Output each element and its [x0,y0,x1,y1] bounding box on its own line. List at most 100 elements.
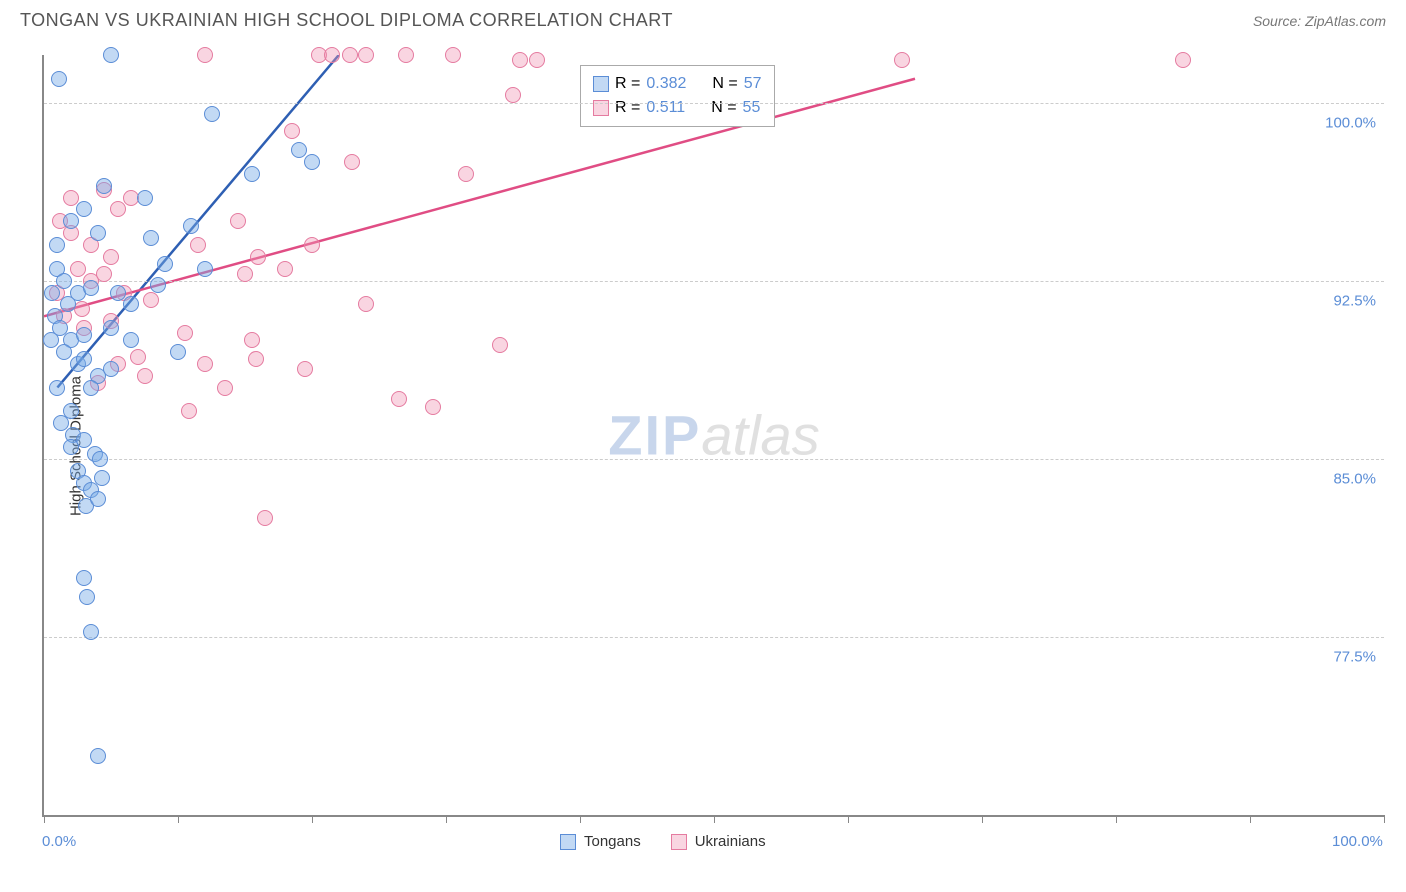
data-point [244,166,260,182]
data-point [197,47,213,63]
data-point [257,510,273,526]
data-point [63,190,79,206]
legend-stats-box: R = 0.382 N = 57 R = 0.511 N = 55 [580,65,775,127]
data-point [137,190,153,206]
data-point [204,106,220,122]
x-tick [580,815,581,823]
y-tick-label: 77.5% [1333,648,1376,665]
series2-n-value: 55 [743,96,761,120]
data-point [291,142,307,158]
series1-name: Tongans [584,833,641,850]
x-tick [848,815,849,823]
legend-item-1: Tongans [560,833,641,850]
data-point [398,47,414,63]
data-point [297,361,313,377]
data-point [894,52,910,68]
data-point [43,332,59,348]
x-tick [1250,815,1251,823]
x-tick [982,815,983,823]
data-point [96,178,112,194]
gridline [44,459,1384,460]
data-point [157,256,173,272]
data-point [248,351,264,367]
data-point [76,201,92,217]
data-point [170,344,186,360]
data-point [70,261,86,277]
data-point [250,249,266,265]
data-point [217,380,233,396]
data-point [94,470,110,486]
data-point [177,325,193,341]
data-point [76,570,92,586]
series2-name: Ukrainians [695,833,766,850]
data-point [137,368,153,384]
data-point [76,351,92,367]
data-point [79,589,95,605]
data-point [90,491,106,507]
data-point [197,261,213,277]
data-point [284,123,300,139]
data-point [110,201,126,217]
series1-n-value: 57 [744,72,762,96]
data-point [181,403,197,419]
x-tick [44,815,45,823]
series2-r-value: 0.511 [646,96,685,120]
data-point [123,296,139,312]
series1-r-value: 0.382 [646,72,686,96]
data-point [512,52,528,68]
data-point [83,280,99,296]
data-point [237,266,253,282]
data-point [123,332,139,348]
data-point [49,380,65,396]
data-point [1175,52,1191,68]
data-point [130,349,146,365]
data-point [529,52,545,68]
x-tick [1384,815,1385,823]
series2-swatch-icon [671,834,687,850]
data-point [190,237,206,253]
data-point [44,285,60,301]
data-point [143,230,159,246]
data-point [425,399,441,415]
legend-stats-row-2: R = 0.511 N = 55 [593,96,762,120]
data-point [56,344,72,360]
data-point [83,624,99,640]
data-point [342,47,358,63]
data-point [230,213,246,229]
x-tick [714,815,715,823]
data-point [103,249,119,265]
data-point [103,361,119,377]
data-point [150,277,166,293]
legend-item-2: Ukrainians [671,833,766,850]
data-point [358,296,374,312]
data-point [492,337,508,353]
data-point [56,273,72,289]
y-tick-label: 100.0% [1325,114,1376,131]
data-point [143,292,159,308]
x-axis-max-label: 100.0% [1332,833,1383,850]
series1-swatch-icon [593,76,609,92]
data-point [49,237,65,253]
data-point [391,391,407,407]
data-point [445,47,461,63]
chart-title: TONGAN VS UKRAINIAN HIGH SCHOOL DIPLOMA … [20,10,673,31]
data-point [103,320,119,336]
data-point [90,748,106,764]
data-point [324,47,340,63]
data-point [63,213,79,229]
data-point [505,87,521,103]
gridline [44,637,1384,638]
data-point [244,332,260,348]
data-point [51,71,67,87]
data-point [83,380,99,396]
x-tick [1116,815,1117,823]
watermark: ZIPatlas [608,403,819,468]
data-point [90,225,106,241]
data-point [304,154,320,170]
y-tick-label: 85.0% [1333,470,1376,487]
data-point [358,47,374,63]
y-tick-label: 92.5% [1333,292,1376,309]
data-point [76,327,92,343]
x-tick [312,815,313,823]
data-point [103,47,119,63]
